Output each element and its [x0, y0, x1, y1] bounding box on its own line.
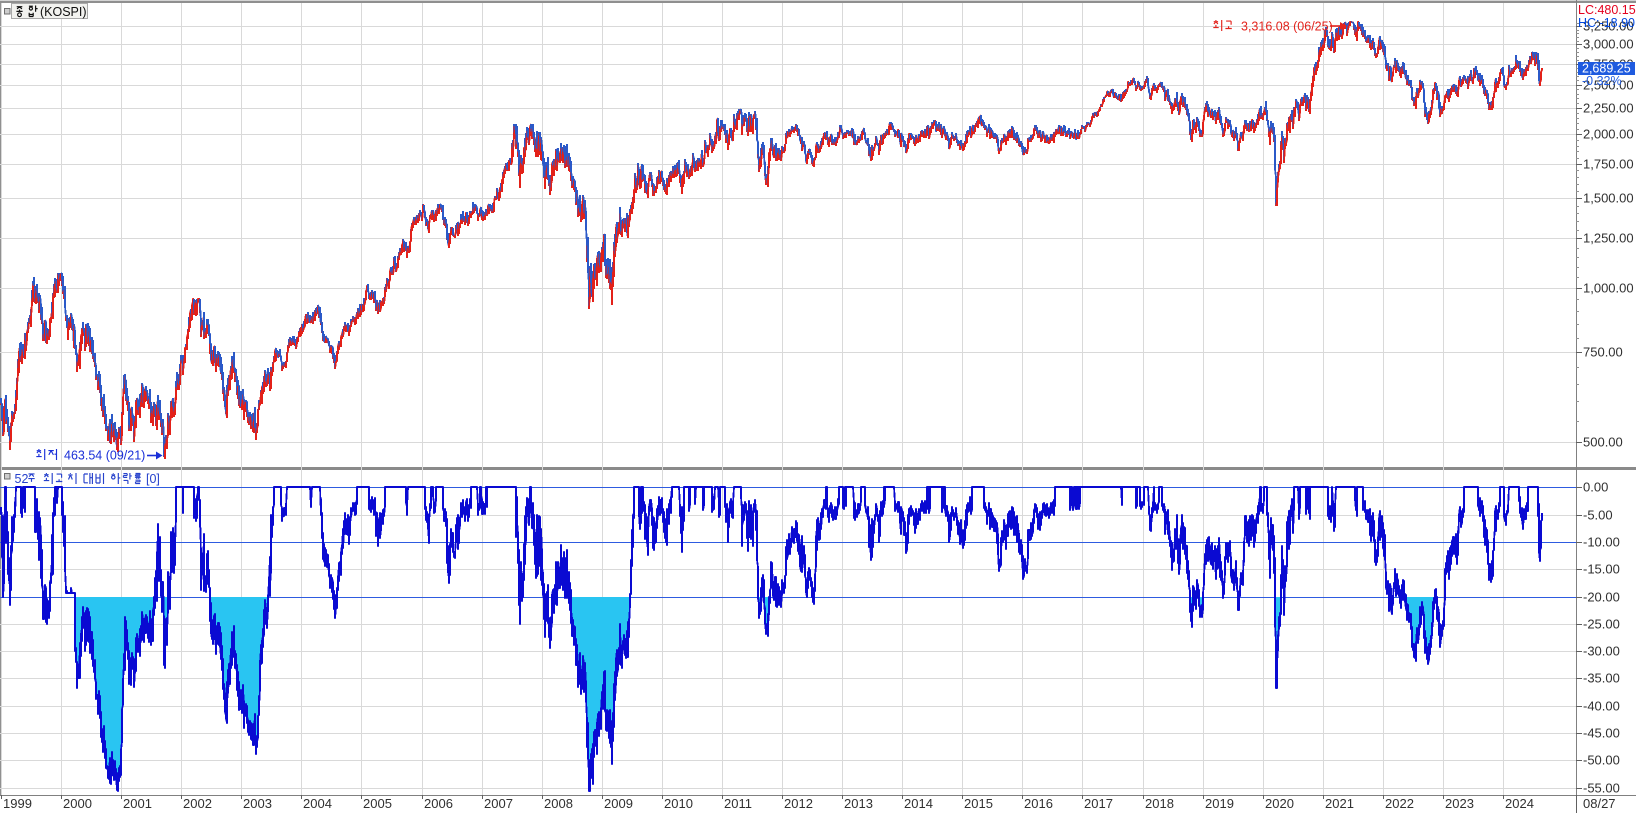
svg-text:2002: 2002	[183, 796, 212, 811]
svg-text:2009: 2009	[604, 796, 633, 811]
svg-text:52: 52	[15, 472, 29, 486]
svg-text:2014: 2014	[904, 796, 933, 811]
svg-text:2,000.00: 2,000.00	[1583, 127, 1634, 142]
svg-text:2020: 2020	[1265, 796, 1294, 811]
svg-text:1,250.00: 1,250.00	[1583, 231, 1634, 246]
svg-text:2024: 2024	[1505, 796, 1534, 811]
svg-text:0.00: 0.00	[1583, 480, 1608, 495]
svg-text:-10.00: -10.00	[1583, 535, 1620, 550]
svg-text:-30.00: -30.00	[1583, 644, 1620, 659]
svg-text:-15.00: -15.00	[1583, 562, 1620, 577]
svg-text:2022: 2022	[1385, 796, 1414, 811]
svg-text:2019: 2019	[1205, 796, 1234, 811]
svg-text:2001: 2001	[123, 796, 152, 811]
svg-text:3,316.08 (06/25): 3,316.08 (06/25)	[1241, 20, 1333, 34]
svg-text:-45.00: -45.00	[1583, 726, 1620, 741]
svg-text:2007: 2007	[484, 796, 513, 811]
svg-text:500.00: 500.00	[1583, 435, 1623, 450]
svg-text:-35.00: -35.00	[1583, 671, 1620, 686]
svg-text:2006: 2006	[424, 796, 453, 811]
svg-text:-55.00: -55.00	[1583, 781, 1620, 796]
svg-text:HC:-18.90: HC:-18.90	[1578, 16, 1635, 30]
svg-text:1,750.00: 1,750.00	[1583, 157, 1634, 172]
svg-text:2023: 2023	[1445, 796, 1474, 811]
svg-text:1,500.00: 1,500.00	[1583, 191, 1634, 206]
svg-text:(KOSPI): (KOSPI)	[40, 5, 87, 19]
svg-text:3,250.00: 3,250.00	[1583, 19, 1634, 34]
svg-text:1,000.00: 1,000.00	[1583, 281, 1634, 296]
svg-text:-25.00: -25.00	[1583, 617, 1620, 632]
svg-text:-0.32%: -0.32%	[1582, 74, 1622, 88]
svg-text:2010: 2010	[664, 796, 693, 811]
svg-text:-20.00: -20.00	[1583, 590, 1620, 605]
svg-text:3,000.00: 3,000.00	[1583, 37, 1634, 52]
svg-text:2,250.00: 2,250.00	[1583, 101, 1634, 116]
svg-text:-40.00: -40.00	[1583, 699, 1620, 714]
svg-text:2012: 2012	[784, 796, 813, 811]
svg-text:1999: 1999	[3, 796, 32, 811]
svg-text:[0]: [0]	[146, 472, 160, 486]
svg-text:2000: 2000	[63, 796, 92, 811]
svg-text:2004: 2004	[303, 796, 332, 811]
svg-text:-5.00: -5.00	[1583, 508, 1613, 523]
svg-text:LC:480.15: LC:480.15	[1578, 3, 1636, 17]
svg-text:2003: 2003	[243, 796, 272, 811]
svg-text:2016: 2016	[1024, 796, 1053, 811]
svg-text:2018: 2018	[1145, 796, 1174, 811]
svg-text:750.00: 750.00	[1583, 345, 1623, 360]
svg-text:08/27: 08/27	[1583, 796, 1616, 811]
svg-text:2017: 2017	[1084, 796, 1113, 811]
svg-text:2021: 2021	[1325, 796, 1354, 811]
svg-text:-50.00: -50.00	[1583, 753, 1620, 768]
svg-text:2,500.00: 2,500.00	[1583, 78, 1634, 93]
svg-text:2011: 2011	[724, 796, 752, 811]
svg-text:463.54 (09/21): 463.54 (09/21)	[64, 449, 145, 463]
svg-text:2015: 2015	[964, 796, 993, 811]
svg-text:2,689.25: 2,689.25	[1582, 62, 1631, 76]
svg-text:2005: 2005	[363, 796, 392, 811]
svg-text:2013: 2013	[844, 796, 873, 811]
svg-text:2008: 2008	[544, 796, 573, 811]
